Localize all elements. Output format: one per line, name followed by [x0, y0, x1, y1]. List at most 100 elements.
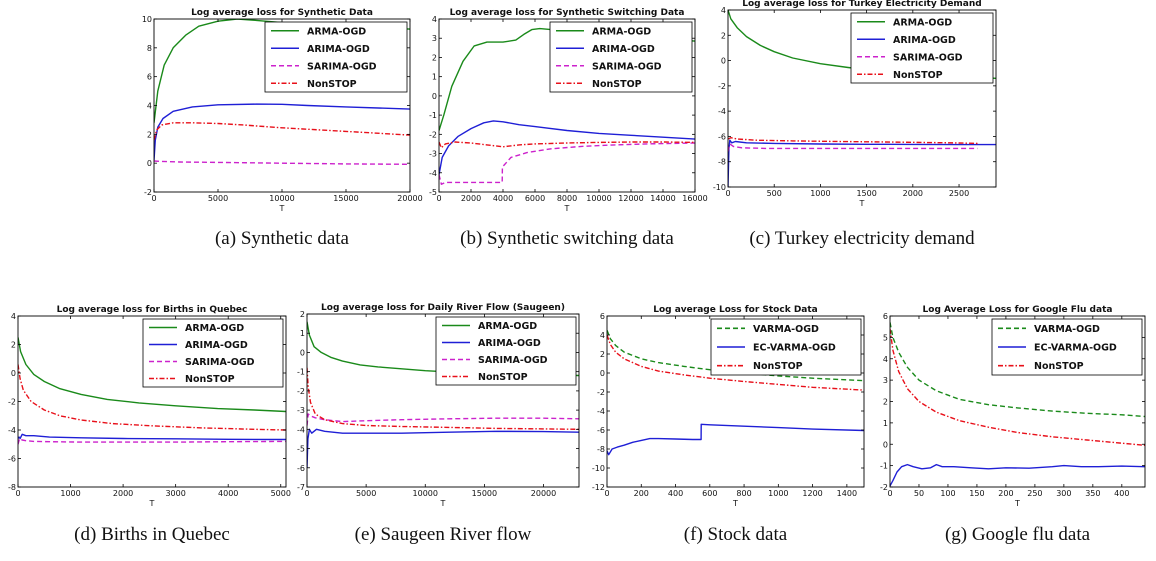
x-axis-label: T [732, 499, 738, 508]
y-tick-label: -2 [8, 398, 16, 407]
x-tick-label: 15000 [472, 489, 497, 498]
y-tick-label: -8 [597, 445, 605, 454]
x-tick-label: 100 [940, 489, 955, 498]
x-tick-label: 800 [736, 489, 751, 498]
y-tick-label: 8 [147, 44, 152, 53]
subfigure-caption: (f) Stock data [683, 524, 788, 545]
legend-label: ARIMA-OGD [478, 338, 541, 349]
series-line [439, 142, 695, 185]
y-tick-label: -10 [713, 183, 726, 192]
legend-box [850, 12, 994, 84]
legend-label: SARIMA-OGD [478, 355, 548, 366]
x-tick-label: 10000 [586, 194, 611, 203]
x-tick-label: 20000 [531, 489, 556, 498]
subfigure-caption: (g) Google flu data [944, 524, 1091, 545]
y-tick-label: 4 [600, 331, 605, 340]
x-tick-label: 12000 [618, 194, 643, 203]
legend-label: NonSTOP [185, 374, 235, 385]
chart-title: Log Average Loss for Google Flu data [923, 305, 1113, 315]
x-axis-label: T [564, 204, 570, 213]
y-tick-label: -4 [8, 426, 16, 435]
chart-svg: Log average loss for Daily River Flow (S… [297, 303, 580, 508]
subfigure-caption: (a) Synthetic data [214, 228, 349, 249]
y-tick-label: 2 [432, 53, 437, 62]
y-tick-label: -7 [297, 483, 305, 492]
x-tick-label: 350 [1085, 489, 1100, 498]
subfigure-caption: (b) Synthetic switching data [460, 228, 674, 249]
x-tick-label: 1500 [856, 189, 876, 198]
y-tick-label: -2 [144, 188, 152, 197]
series-line [890, 328, 1145, 446]
series-line [18, 337, 286, 413]
y-tick-label: 2 [300, 310, 305, 319]
legend-label: EC-VARMA-OGD [1034, 343, 1117, 354]
y-tick-label: 3 [432, 34, 437, 43]
y-tick-label: 0 [721, 57, 726, 66]
x-tick-label: 2000 [113, 489, 133, 498]
chart-panel: Log average loss for Daily River Flow (S… [285, 300, 585, 514]
x-tick-label: 1000 [768, 489, 788, 498]
y-tick-label: -3 [297, 406, 305, 415]
x-tick-label: 2500 [949, 189, 969, 198]
chart-title: Log average loss for Synthetic Switching… [450, 8, 685, 18]
legend-box [549, 21, 693, 93]
y-tick-label: -8 [8, 483, 16, 492]
y-tick-label: 6 [600, 312, 605, 321]
legend-label: ARIMA-OGD [893, 35, 956, 46]
y-tick-label: -1 [429, 111, 437, 120]
x-tick-label: 6000 [525, 194, 545, 203]
x-tick-label: 300 [1056, 489, 1071, 498]
series-line [607, 334, 864, 391]
x-tick-label: 2000 [903, 189, 923, 198]
y-tick-label: -6 [297, 464, 305, 473]
x-tick-label: 5000 [271, 489, 291, 498]
legend-label: NonSTOP [307, 79, 357, 90]
x-tick-label: 5000 [356, 489, 376, 498]
y-tick-label: -6 [718, 132, 726, 141]
y-tick-label: 0 [11, 369, 16, 378]
x-tick-label: 1400 [837, 489, 857, 498]
y-tick-label: -4 [429, 169, 437, 178]
y-tick-label: 4 [11, 312, 16, 321]
legend-box [264, 21, 408, 93]
y-tick-label: 0 [300, 348, 305, 357]
legend-label: SARIMA-OGD [592, 61, 662, 72]
legend-label: ARIMA-OGD [185, 340, 248, 351]
legend-label: EC-VARMA-OGD [753, 343, 836, 354]
x-axis-label: T [1014, 499, 1020, 508]
y-tick-label: -10 [592, 464, 605, 473]
y-tick-label: 4 [147, 102, 152, 111]
legend-label: VARMA-OGD [1034, 324, 1100, 335]
legend-label: NonSTOP [1034, 361, 1084, 372]
y-tick-label: -2 [880, 483, 888, 492]
plot-frame [306, 313, 580, 488]
x-tick-label: 400 [668, 489, 683, 498]
series-line [607, 423, 864, 456]
chart-panel: Log average loss for Turkey Electricity … [700, 0, 998, 220]
y-tick-label: -4 [718, 107, 726, 116]
chart-title: Log average loss for Births in Quebec [57, 305, 248, 315]
y-tick-label: 0 [600, 369, 605, 378]
legend-label: ARMA-OGD [592, 26, 651, 37]
x-tick-label: 0 [15, 489, 20, 498]
series-line [154, 160, 410, 165]
y-tick-label: 1 [432, 73, 437, 82]
legend-label: SARIMA-OGD [185, 357, 255, 368]
y-tick-label: 2 [147, 130, 152, 139]
y-tick-label: -6 [597, 426, 605, 435]
x-tick-label: 600 [702, 489, 717, 498]
series-line [18, 437, 286, 445]
y-tick-label: 4 [883, 355, 888, 364]
y-tick-label: -12 [592, 483, 605, 492]
y-tick-label: -2 [297, 387, 305, 396]
legend-label: ARMA-OGD [893, 17, 952, 28]
legend-label: NonSTOP [592, 79, 642, 90]
x-tick-label: 15000 [333, 194, 358, 203]
y-tick-label: -2 [429, 130, 437, 139]
chart-svg: Log average loss for Births in Quebec 0 10… [8, 305, 291, 508]
y-tick-label: -4 [597, 407, 605, 416]
x-tick-label: 16000 [682, 194, 707, 203]
legend-label: NonSTOP [893, 70, 943, 81]
y-tick-label: 2 [883, 398, 888, 407]
